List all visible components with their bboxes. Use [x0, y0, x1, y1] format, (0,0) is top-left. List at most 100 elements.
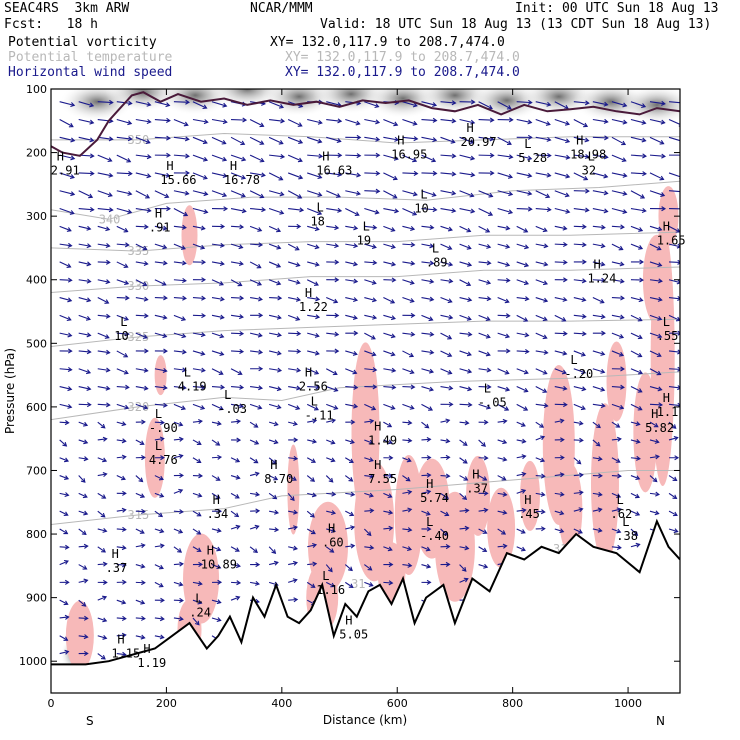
wind-vector — [59, 314, 71, 321]
wind-vector — [497, 457, 507, 461]
wind-vector — [78, 421, 88, 426]
wind-arrowhead — [464, 420, 470, 426]
pv-extremum-value: 4.76 — [149, 453, 178, 467]
wind-arrowhead — [635, 421, 641, 427]
wind-vector — [135, 599, 145, 604]
wind-arrowhead — [160, 455, 165, 461]
wind-vector — [497, 172, 513, 178]
wind-arrowhead — [159, 493, 165, 498]
wind-arrowhead — [127, 136, 133, 142]
wind-vector — [59, 101, 75, 106]
wind-arrowhead — [429, 296, 435, 302]
wind-vector — [573, 403, 586, 410]
wind-arrowhead — [83, 615, 89, 621]
wind-vector — [611, 279, 624, 283]
wind-vector — [573, 491, 583, 494]
wind-arrowhead — [121, 545, 127, 551]
wind-vector — [78, 297, 91, 302]
wind-arrowhead — [123, 352, 129, 358]
wind-vector — [345, 314, 358, 319]
pv-extremum-kind: L — [155, 439, 162, 453]
wind-vector — [630, 172, 646, 175]
wind-arrowhead — [64, 649, 70, 655]
wind-vector — [459, 475, 468, 481]
wind-vector — [211, 350, 224, 356]
wind-vector — [345, 386, 358, 389]
wind-vector — [383, 225, 395, 232]
wind-vector — [192, 510, 201, 517]
wind-vector — [269, 528, 279, 531]
wind-arrowhead — [672, 494, 678, 500]
wind-arrowhead — [258, 385, 264, 391]
wind-arrowhead — [297, 194, 303, 199]
wind-arrowhead — [371, 351, 377, 357]
wind-arrowhead — [277, 367, 283, 373]
wind-arrowhead — [657, 226, 663, 232]
wind-vector — [135, 207, 151, 212]
wind-arrowhead — [409, 298, 415, 303]
wind-vector — [440, 190, 456, 195]
wind-arrowhead — [564, 120, 571, 126]
wind-vector — [440, 332, 452, 340]
pv-positive-region — [434, 491, 475, 602]
wind-arrowhead — [502, 543, 508, 549]
wind-vector — [402, 118, 417, 125]
wind-vector — [421, 314, 433, 321]
wind-vector — [402, 208, 417, 216]
wind-vector — [116, 421, 126, 426]
wind-vector — [383, 172, 398, 180]
pv-positive-region — [558, 463, 583, 554]
wind-vector — [268, 386, 281, 390]
wind-arrowhead — [447, 334, 453, 340]
wind-arrowhead — [105, 313, 111, 319]
wind-vector — [573, 457, 581, 465]
wind-arrowhead — [331, 418, 337, 424]
wind-arrowhead — [127, 209, 133, 215]
wind-vector — [402, 101, 417, 107]
wind-vector — [402, 279, 415, 284]
wind-vector — [211, 101, 227, 107]
wind-arrowhead — [202, 104, 208, 110]
wind-arrowhead — [638, 227, 644, 232]
wind-vector — [516, 455, 526, 459]
wind-vector — [268, 136, 283, 145]
wind-arrowhead — [105, 349, 111, 355]
wind-arrowhead — [370, 335, 376, 340]
wind-arrowhead — [218, 405, 224, 411]
wind-arrowhead — [467, 331, 473, 337]
wind-vector — [288, 526, 298, 530]
wind-arrowhead — [661, 153, 667, 159]
wind-vector — [230, 154, 246, 161]
wind-arrowhead — [543, 261, 549, 267]
wind-vector — [250, 243, 263, 246]
wind-arrowhead — [467, 261, 473, 267]
wind-vector — [268, 475, 278, 481]
wind-arrowhead — [121, 421, 127, 427]
wind-vector — [421, 332, 434, 336]
wind-arrowhead — [540, 526, 546, 532]
wind-arrowhead — [142, 281, 148, 287]
wind-arrowhead — [254, 524, 260, 530]
wind-vector — [211, 296, 224, 301]
wind-vector — [116, 439, 126, 442]
wind-arrowhead — [64, 579, 70, 585]
wind-arrowhead — [467, 368, 473, 374]
wind-vector — [459, 136, 474, 144]
wind-arrowhead — [620, 366, 625, 372]
wind-arrowhead — [564, 192, 570, 198]
field-name-theta: Potential temperature — [8, 50, 173, 65]
wind-arrowhead — [659, 175, 665, 181]
wind-arrowhead — [330, 582, 336, 588]
wind-vector — [97, 596, 107, 601]
wind-vector — [230, 368, 242, 375]
wind-vector — [478, 368, 491, 372]
wind-arrowhead — [407, 507, 413, 513]
wind-vector — [554, 350, 567, 355]
wind-arrowhead — [315, 296, 321, 302]
wind-arrowhead — [353, 403, 359, 409]
wind-vector — [231, 118, 247, 121]
wind-vector — [97, 421, 106, 429]
pv-extremum-value: 1.22 — [299, 300, 328, 314]
wind-vector — [535, 190, 550, 198]
wind-arrowhead — [372, 367, 378, 373]
